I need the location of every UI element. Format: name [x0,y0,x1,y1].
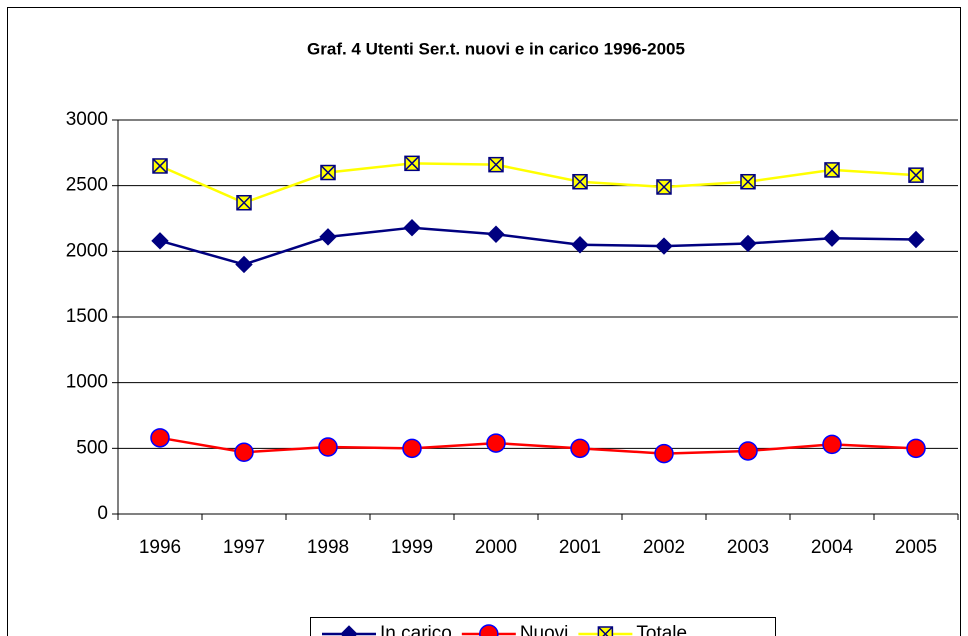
y-tick-label: 3000 [66,109,108,130]
series-line [159,162,917,205]
marker-cross [488,157,504,173]
marker [570,438,590,459]
x-tick-label: 1999 [391,537,433,558]
y-tick-label: 500 [76,437,108,458]
x-tick-label: 2000 [475,537,517,558]
marker [739,234,757,253]
marker [740,173,756,190]
marker [319,228,337,246]
marker [320,164,336,181]
chart-title: Graf. 4 Utenti Ser.t. nuovi e in carico … [307,39,685,58]
marker [403,218,421,237]
y-tick-label: 1000 [66,372,108,393]
marker [486,433,506,453]
legend-label: In carico [380,623,452,636]
marker [152,158,168,174]
y-tick-label: 0 [97,503,108,524]
marker [654,443,674,464]
marker [487,225,505,243]
legend-label: Totale [636,623,687,636]
x-tick-label: 2004 [811,537,854,558]
marker-cross [236,195,252,211]
x-tick-label: 1997 [223,537,265,558]
series-line [159,226,917,266]
y-tick-label: 2500 [66,175,108,196]
marker [479,624,499,636]
marker-cross [908,167,924,183]
y-tick-label: 2000 [66,240,108,261]
marker [824,162,840,178]
marker [907,230,925,249]
marker-cross [740,174,756,190]
marker [151,232,169,250]
x-tick-label: 1996 [139,537,181,558]
marker-cross [656,179,672,195]
marker [235,255,253,274]
marker [906,438,926,459]
x-tick-label: 1998 [307,537,349,558]
x-tick-label: 2005 [895,537,937,558]
legend-label: Nuovi [520,623,569,636]
marker [571,236,589,254]
marker-box [597,626,614,636]
marker-cross [824,162,840,178]
series-line [159,436,917,455]
marker [738,441,758,461]
marker [572,173,588,190]
marker [656,179,672,195]
marker [823,229,841,247]
marker [822,434,842,455]
marker [402,438,422,459]
marker [597,626,614,636]
marker-cross [320,165,336,181]
x-tick-label: 2002 [643,537,685,558]
marker [340,625,358,636]
marker [150,428,170,448]
x-tick-label: 2003 [727,537,769,558]
y-tick-label: 1500 [66,306,108,327]
marker [404,155,420,172]
marker [655,237,673,255]
marker-cross [152,158,168,174]
marker [488,156,504,173]
marker [236,194,252,211]
chart-border [7,7,961,636]
marker-cross [572,174,588,190]
marker [318,437,338,457]
marker [234,442,254,463]
marker [908,167,924,183]
x-tick-label: 2001 [559,537,601,558]
marker-cross [404,155,420,171]
legend-box [310,617,776,636]
marker-cross [597,626,613,636]
